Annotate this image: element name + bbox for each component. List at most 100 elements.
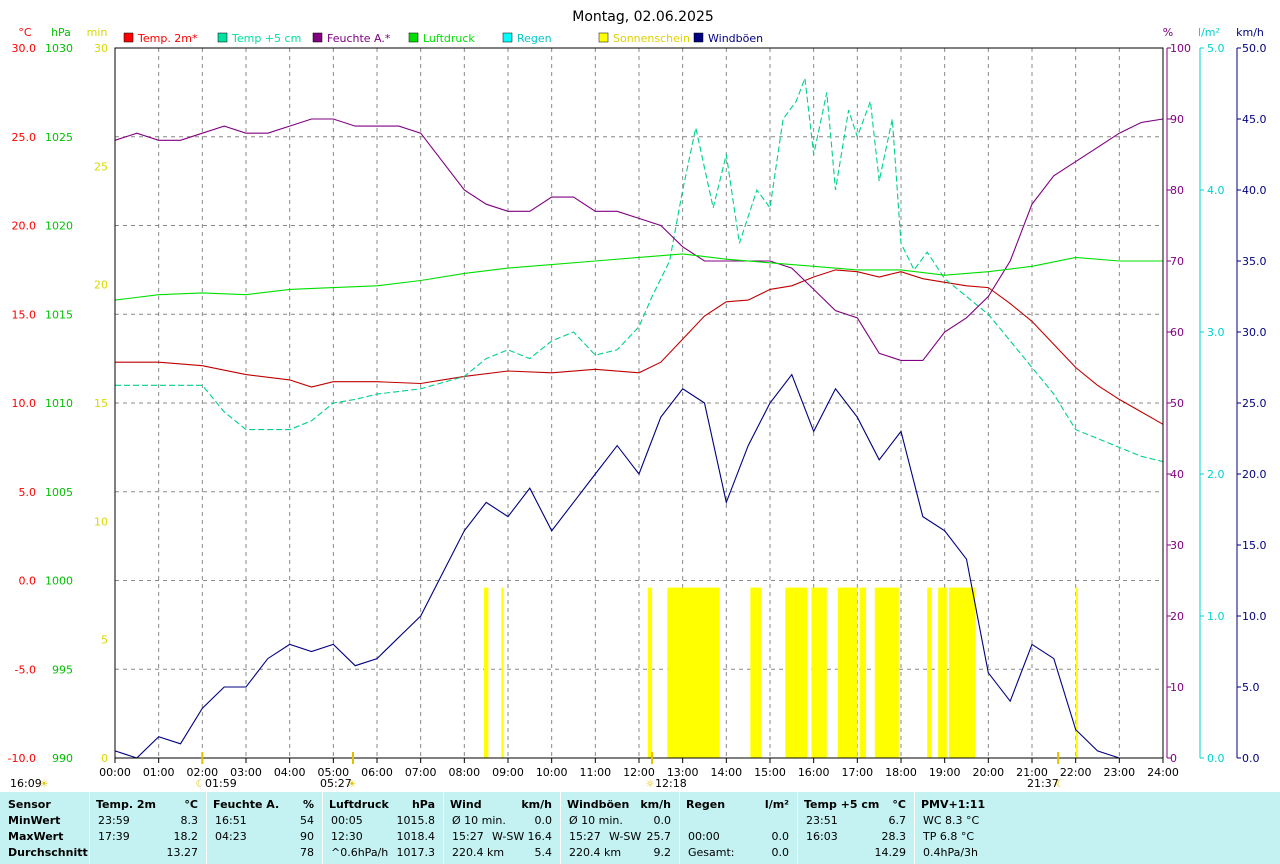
cell-direction: W-SW	[492, 830, 525, 843]
x-tick-label: 16:00	[798, 766, 830, 779]
table-column: Wind km/h Ø 10 min. 0.0 15:27 W-SW 16.4 220.4 k…	[443, 792, 560, 864]
tick-label-pressure: 1020	[45, 220, 73, 233]
sunshine-bar	[785, 587, 808, 758]
cell-label: 0.4hPa/3h	[923, 846, 979, 859]
x-tick-label: 20:00	[972, 766, 1004, 779]
tick-label-temp: 10.0	[12, 397, 37, 410]
cell-label: 15:27	[452, 830, 484, 843]
table-column: Regen l/m² 00:00 0.0 Gesamt: 0.0	[679, 792, 797, 864]
cell-value: 13.27	[166, 846, 199, 859]
x-tick-label: 08:00	[448, 766, 480, 779]
cell-value: 78	[300, 846, 314, 859]
marker-symbol-icon: ☾	[1056, 779, 1065, 790]
marker-label: 16:09	[10, 777, 42, 790]
x-tick-label: 18:00	[885, 766, 917, 779]
unit-label-wind: km/h	[1236, 26, 1264, 39]
cell-label: 04:23	[215, 830, 247, 843]
cell-value: 8.3	[180, 814, 199, 827]
tick-label-temp: 25.0	[12, 131, 37, 144]
x-tick-label: 15:00	[754, 766, 786, 779]
sunshine-bars	[483, 587, 1078, 758]
cell-label: WC 8.3 °C	[923, 814, 980, 827]
table-column: Feuchte A.% 16:51 54 04:23 90 78	[206, 792, 322, 864]
cell-value: 16.4	[527, 830, 553, 843]
legend-entry: Regen	[517, 32, 552, 45]
cell-label: 16:03	[806, 830, 838, 843]
legend-entry: Temp. 2m*	[137, 32, 198, 45]
tick-label-wind: 35.0	[1242, 255, 1267, 268]
marker-label: 01:59	[205, 777, 237, 790]
tick-label-wind: 5.0	[1242, 681, 1260, 694]
marker-label: 21:37	[1027, 777, 1059, 790]
cell-value: 0.0	[771, 830, 790, 843]
unit-label-rain: l/m²	[1198, 26, 1220, 39]
legend-swatch	[408, 32, 419, 43]
tick-label-temp: 0.0	[19, 575, 37, 588]
tick-label-wind: 40.0	[1242, 184, 1267, 197]
cell-label: TP 6.8 °C	[923, 830, 975, 843]
x-tick-label: 10:00	[536, 766, 568, 779]
x-tick-label: 13:00	[667, 766, 699, 779]
row-label: MaxWert	[8, 830, 64, 843]
cell-value: 1018.4	[396, 830, 436, 843]
table-column: PMV+1:11 WC 8.3 °C TP 6.8 °C 0.4hPa/3h	[914, 792, 1031, 864]
sunshine-bar	[647, 587, 653, 758]
series-lines	[114, 78, 1164, 759]
tick-label-wind: 25.0	[1242, 397, 1267, 410]
table-column: Luftdruck hPa 00:05 1015.8 12:30 1018.4 ^0.6hP…	[322, 792, 443, 864]
tick-label-temp: -10.0	[8, 752, 36, 765]
row-label: Sensor	[8, 798, 51, 811]
tick-label-rain: 4.0	[1207, 184, 1225, 197]
legend-entry: Windböen	[708, 32, 763, 45]
table-column: Windböen km/h Ø 10 min. 0.0 15:27 W-SW 25.7 220…	[560, 792, 679, 864]
cell-value: 0.0	[534, 814, 553, 827]
cell-label: Gesamt:	[688, 846, 735, 859]
cell-label: 220.4 km	[452, 846, 505, 859]
cell-value: 1017.3	[396, 846, 436, 859]
cell-direction: W-SW	[609, 830, 642, 843]
tick-label-humidity: 50	[1170, 397, 1184, 410]
cell-value: 54	[300, 814, 314, 827]
cell-value: 9.2	[653, 846, 672, 859]
legend-entry: Sonnenschein	[613, 32, 690, 45]
tick-label-temp: 30.0	[12, 42, 37, 55]
legend-swatch	[693, 32, 704, 43]
x-tick-label: 24:00	[1147, 766, 1179, 779]
column-unit: °C	[184, 798, 198, 811]
sunshine-bar	[874, 587, 899, 758]
column-unit: °C	[892, 798, 906, 811]
row-label: MinWert	[8, 814, 61, 827]
tick-label-wind: 50.0	[1242, 42, 1267, 55]
x-tick-label: 00:00	[99, 766, 131, 779]
tick-label-rain: 3.0	[1207, 326, 1225, 339]
tick-label-rain: 0.0	[1207, 752, 1225, 765]
legend-entry: Feuchte A.*	[327, 32, 391, 45]
column-title: Luftdruck	[329, 798, 389, 811]
cell-label: Ø 10 min.	[452, 814, 506, 827]
tick-label-humidity: 80	[1170, 184, 1184, 197]
tick-label-wind: 45.0	[1242, 113, 1267, 126]
x-tick-label: 22:00	[1060, 766, 1092, 779]
marker-symbol-icon: ☀	[40, 779, 49, 790]
tick-label-temp: 20.0	[12, 220, 37, 233]
tick-label-sunshine: 10	[94, 515, 108, 528]
sunshine-bar	[927, 587, 932, 758]
x-tick-label: 17:00	[841, 766, 873, 779]
marker-label: 05:27	[320, 777, 352, 790]
cell-label: 12:30	[331, 830, 363, 843]
tick-label-pressure: 995	[52, 663, 73, 676]
marker-label: 12:18	[655, 777, 687, 790]
tick-label-humidity: 70	[1170, 255, 1184, 268]
sunshine-bar	[859, 587, 867, 758]
legend-swatch	[598, 32, 609, 43]
sunshine-bar	[811, 587, 827, 758]
legend-entry: Temp +5 cm	[231, 32, 301, 45]
tick-label-humidity: 20	[1170, 610, 1184, 623]
cell-label: 16:51	[215, 814, 247, 827]
series-line-temp5cm	[115, 78, 1164, 463]
legend-swatch	[502, 32, 513, 43]
column-unit: %	[302, 798, 314, 811]
marker-symbol-icon: ☾	[196, 779, 205, 790]
legend-swatch	[312, 32, 323, 43]
sunshine-bar	[1075, 587, 1078, 758]
